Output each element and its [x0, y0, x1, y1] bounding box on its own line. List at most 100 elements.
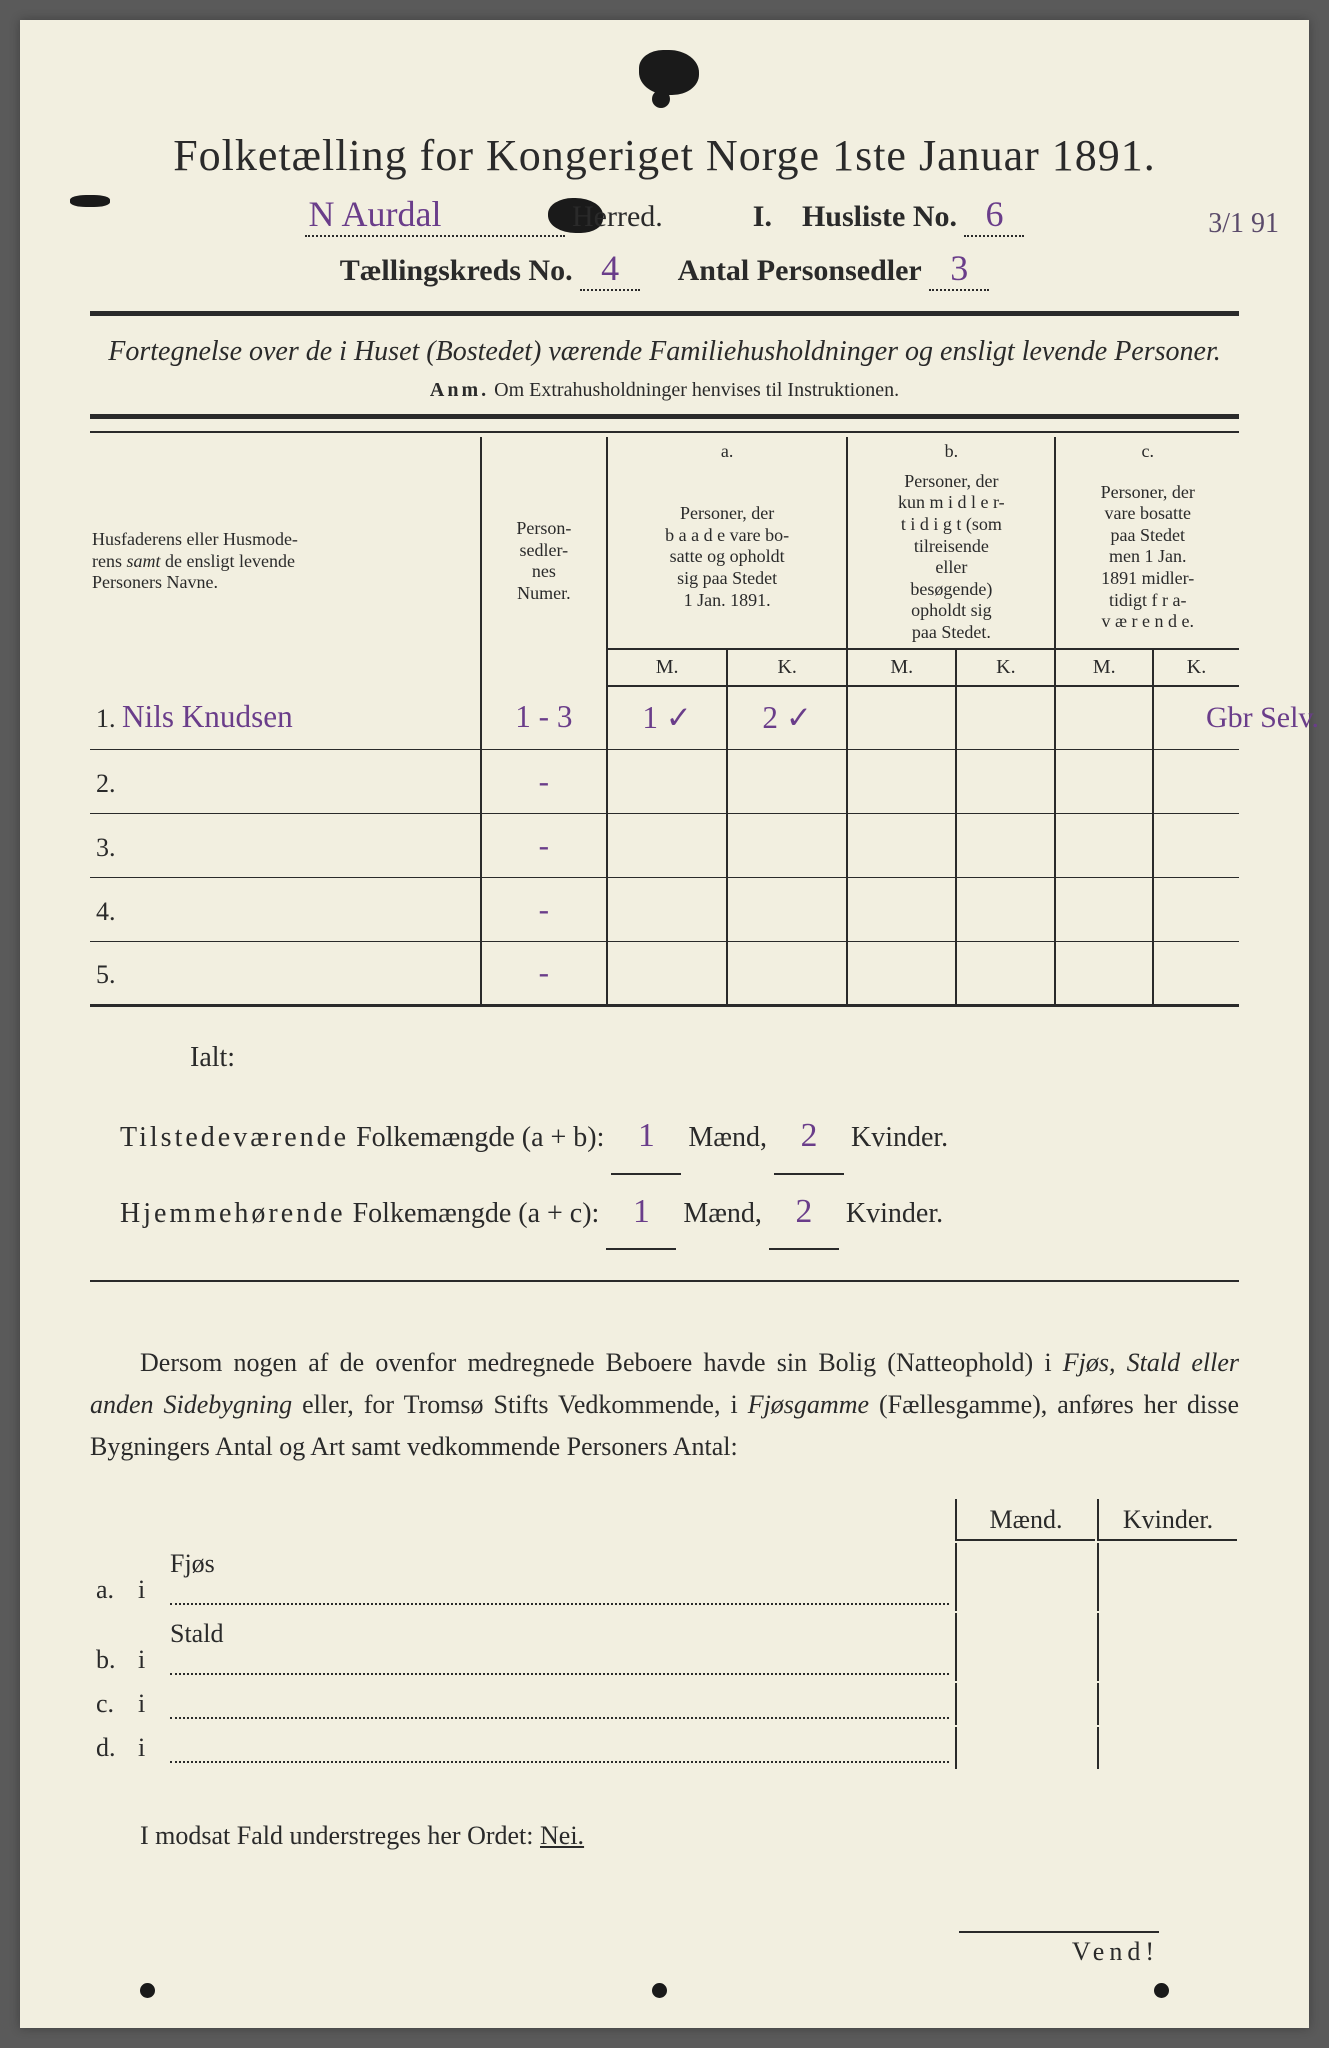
totals-block: Ialt: Tilstedeværende Folkemængde (a + b… [90, 1027, 1239, 1250]
subtable-row: a.iFjøs [92, 1543, 1237, 1611]
row-c-m [1055, 878, 1152, 942]
row-name: 1. Nils Knudsen [90, 686, 481, 750]
row-numer: - [481, 814, 607, 878]
header-line-herred: N Aurdal Herred. I. Husliste No. 6 3/1 9… [90, 193, 1239, 237]
mk-k: K. [1153, 649, 1239, 686]
building-paragraph: Dersom nogen af de ovenfor medregnede Be… [90, 1342, 1239, 1467]
anm-line: Anm. Om Extrahusholdninger henvises til … [90, 379, 1239, 402]
rule [90, 1280, 1239, 1282]
row-a-m: 1 ✓ [607, 686, 727, 750]
husliste-label: Husliste No. [802, 200, 957, 233]
rule [90, 431, 1239, 433]
row-a-m [607, 750, 727, 814]
row-name: 3. [90, 814, 481, 878]
row-margin-note: Gbr Selv. [1206, 701, 1319, 735]
sub-i: i [134, 1613, 164, 1681]
sub-hdr-k: Kvinder. [1097, 1499, 1237, 1541]
sub-k [1097, 1683, 1237, 1725]
ink-smudge [140, 1983, 155, 1998]
row-b-k [956, 750, 1055, 814]
subtable-row: b.iStald [92, 1613, 1237, 1681]
kreds-value: 4 [580, 247, 640, 291]
row-a-k: 2 ✓ [727, 686, 847, 750]
ink-smudge [639, 50, 699, 95]
present-rest: Folkemængde (a + b): [356, 1122, 611, 1153]
row-numer: - [481, 942, 607, 1006]
mk-k: K. [956, 649, 1055, 686]
form-subtitle: Fortegnelse over de i Huset (Bostedet) v… [90, 332, 1239, 371]
sub-key: d. [92, 1727, 132, 1769]
resident-rest: Folkemængde (a + c): [353, 1198, 607, 1229]
row-b-m [847, 750, 956, 814]
sub-k [1097, 1727, 1237, 1769]
sub-key: b. [92, 1613, 132, 1681]
margin-date: 3/1 91 [1208, 208, 1279, 240]
census-form-page: Folketælling for Kongeriget Norge 1ste J… [20, 20, 1309, 2028]
subtable-row: d.i [92, 1727, 1237, 1769]
col-c-label: c. [1055, 437, 1239, 467]
resident-label: Hjemmehørende [120, 1198, 346, 1229]
col-numer-header: Person-sedler-nesNumer. [481, 437, 607, 685]
sub-label [166, 1683, 953, 1725]
row-c-m [1055, 942, 1152, 1006]
mk-m: M. [1055, 649, 1152, 686]
col-b-text: Personer, derkun m i d l e r-t i d i g t… [847, 467, 1055, 649]
sub-m [955, 1613, 1095, 1681]
anm-text: Om Extrahusholdninger henvises til Instr… [494, 379, 899, 401]
col-name-header: Husfaderens eller Husmode-rens samt de e… [90, 437, 481, 685]
row-name: 4. [90, 878, 481, 942]
row-c-k [1153, 878, 1239, 942]
row-b-m [847, 878, 956, 942]
subtable-row: c.i [92, 1683, 1237, 1725]
closing-pre: I modsat Fald understreges her Ordet: [140, 1821, 540, 1850]
sub-k [1097, 1543, 1237, 1611]
ink-smudge [652, 90, 670, 108]
present-k: 2 [774, 1099, 844, 1175]
sub-key: c. [92, 1683, 132, 1725]
row-a-m [607, 942, 727, 1006]
row-b-m [847, 686, 956, 750]
resident-k: 2 [769, 1175, 839, 1251]
skjema-label: I. [753, 200, 772, 233]
mk-m: M. [607, 649, 727, 686]
col-a-label: a. [607, 437, 847, 467]
table-row: 4. - [90, 878, 1239, 942]
row-numer: - [481, 750, 607, 814]
row-numer: 1 - 3 [481, 686, 607, 750]
row-b-k [956, 878, 1055, 942]
row-c-m [1055, 686, 1152, 750]
table-row: 5. - [90, 942, 1239, 1006]
row-b-m [847, 942, 956, 1006]
row-a-m [607, 878, 727, 942]
husliste-value: 6 [964, 193, 1024, 237]
maend-label: Mænd, [683, 1198, 762, 1229]
buildings-table: Mænd. Kvinder. a.iFjøs b.iStald c.id.i [90, 1497, 1239, 1771]
col-c-text: Personer, dervare bosattepaa Stedetmen 1… [1055, 467, 1239, 649]
ialt-label: Ialt: [190, 1027, 1239, 1089]
row-a-k [727, 878, 847, 942]
row-c-k [1153, 814, 1239, 878]
sub-label [166, 1727, 953, 1769]
row-c-m [1055, 814, 1152, 878]
total-line-present: Tilstedeværende Folkemængde (a + b): 1 M… [120, 1099, 1239, 1175]
sub-i: i [134, 1683, 164, 1725]
herred-value: N Aurdal [305, 193, 565, 237]
row-name: 5. [90, 942, 481, 1006]
sub-m [955, 1543, 1095, 1611]
kvinder-label: Kvinder. [851, 1122, 948, 1153]
row-numer: - [481, 878, 607, 942]
row-a-k [727, 942, 847, 1006]
kvinder-label: Kvinder. [846, 1198, 943, 1229]
sub-m [955, 1683, 1095, 1725]
kreds-label: Tællingskreds No. [340, 254, 573, 287]
row-b-m [847, 814, 956, 878]
row-b-k [956, 686, 1055, 750]
col-a-text: Personer, derb a a d e vare bo-satte og … [607, 467, 847, 649]
rule [90, 414, 1239, 419]
mk-m: M. [847, 649, 956, 686]
row-a-k [727, 750, 847, 814]
vend-footer: Vend! [90, 1931, 1239, 1967]
sub-label: Fjøs [166, 1543, 953, 1611]
vend-text: Vend! [959, 1931, 1159, 1967]
sub-i: i [134, 1727, 164, 1769]
